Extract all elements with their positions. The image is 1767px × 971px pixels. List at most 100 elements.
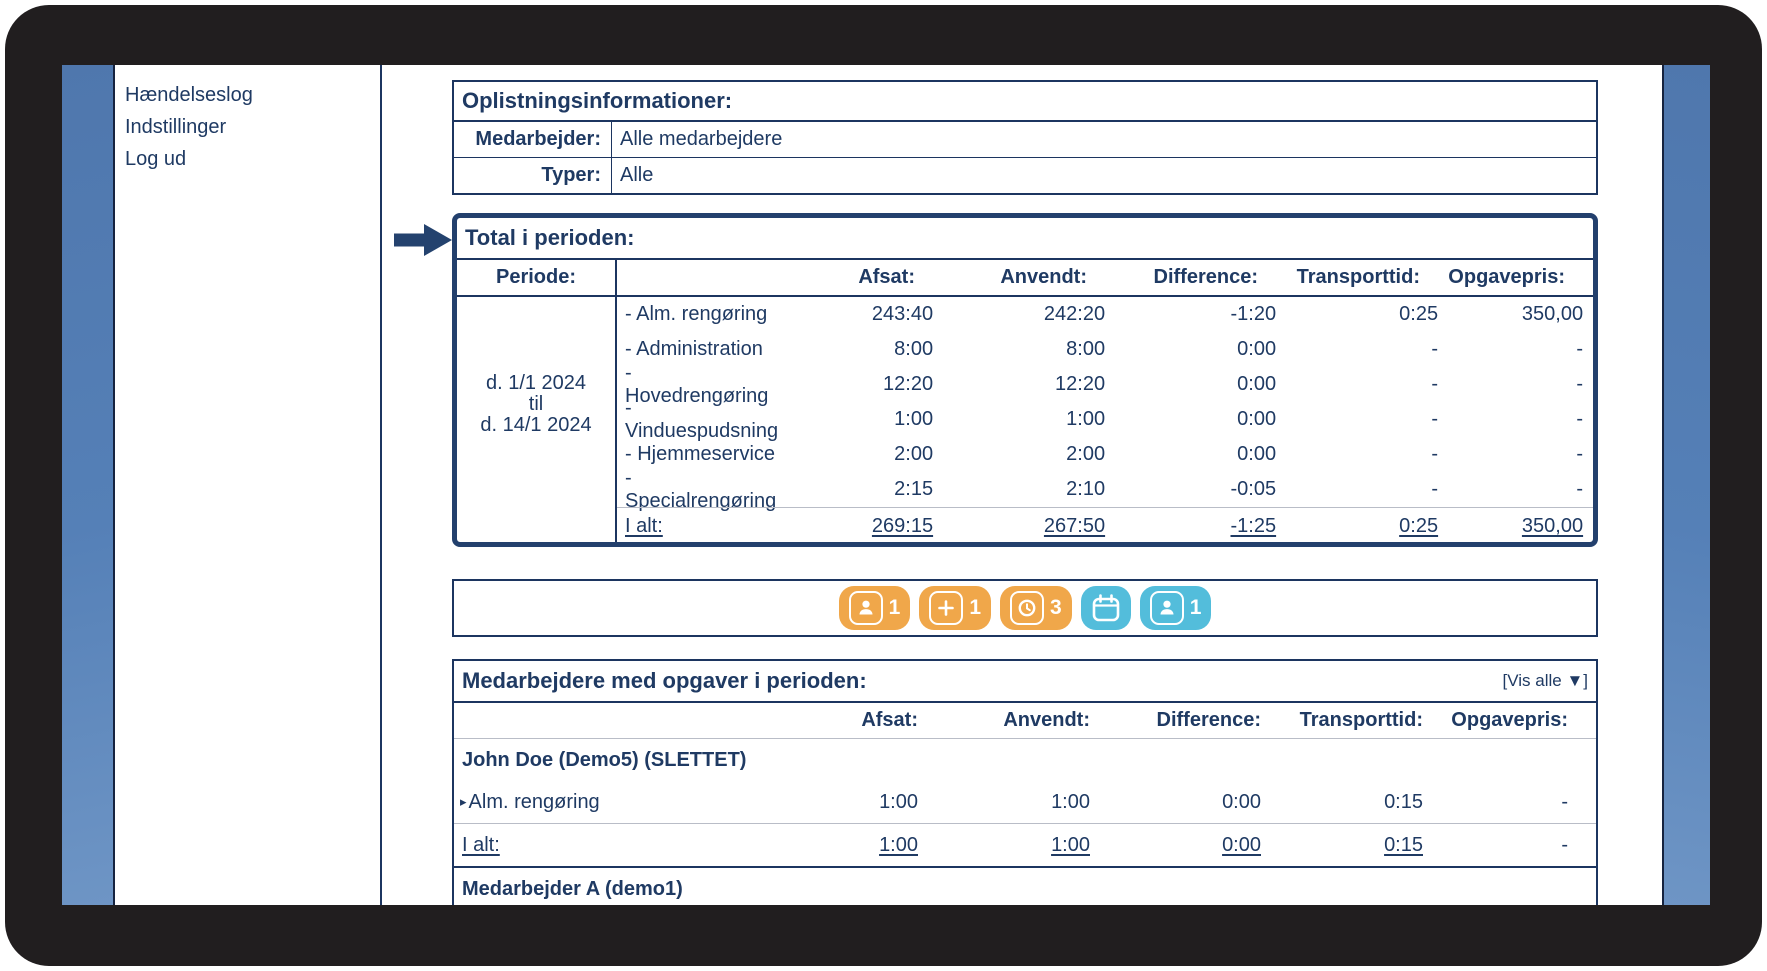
- transporttid-value: -: [1431, 408, 1439, 430]
- afsat-value: 8:00: [894, 338, 934, 360]
- period-table-header: Periode: Afsat: Anvendt: Difference: Tra…: [457, 260, 1593, 297]
- task-name: - Vinduespudsning: [625, 396, 779, 442]
- sidebar-item-indstillinger[interactable]: Indstillinger: [125, 116, 227, 138]
- person-badge-icon: [1149, 591, 1184, 625]
- employee-name: John Doe (Demo5) (SLETTET): [462, 748, 747, 771]
- period-til: til: [528, 393, 544, 415]
- badge-count: 3: [1050, 596, 1062, 619]
- task-name: - Administration: [625, 338, 763, 360]
- col-transporttid: Transporttid:: [1299, 709, 1423, 731]
- employee-count-badge[interactable]: 1: [838, 586, 911, 630]
- calendar-badge[interactable]: [1080, 586, 1131, 630]
- difference-value: 0:00: [1237, 443, 1277, 465]
- total-anvendt-link[interactable]: 1:00: [1051, 833, 1090, 856]
- opgavepris-value: -: [1576, 443, 1584, 465]
- sidebar: Hændelseslog Indstillinger Log ud: [115, 65, 380, 905]
- sidebar-item-log-ud[interactable]: Log ud: [125, 148, 187, 170]
- period-to: d. 14/1 2024: [480, 414, 592, 436]
- afsat-value: 1:00: [894, 408, 934, 430]
- task-name: - Hovedrengøring: [625, 361, 769, 407]
- employee-total-row: I alt: 1:00 1:00 0:00 0:15 -: [454, 823, 1596, 866]
- transporttid-value: 0:25: [1399, 303, 1439, 325]
- transporttid-value: -: [1431, 373, 1439, 395]
- employee-table-title: Medarbejdere med opgaver i perioden:: [462, 668, 867, 693]
- opgavepris-value: -: [1576, 478, 1584, 500]
- person-badge-icon: [848, 591, 883, 625]
- listing-info-table: Oplistningsinformationer: Medarbejder: A…: [452, 80, 1598, 195]
- anvendt-value: 242:20: [1043, 303, 1106, 325]
- difference-value: -0:05: [1230, 478, 1277, 500]
- clock-badge-icon: [1010, 591, 1044, 625]
- device-frame: Hændelseslog Indstillinger Log ud Oplist…: [5, 5, 1762, 966]
- transporttid-value: -: [1431, 443, 1439, 465]
- anvendt-value: 2:00: [1066, 443, 1106, 465]
- anvendt-value: 1:00: [1051, 790, 1090, 813]
- screen: Hændelseslog Indstillinger Log ud Oplist…: [62, 65, 1710, 905]
- difference-value: 0:00: [1237, 373, 1277, 395]
- employee-name-row: Medarbejder A (demo1): [454, 866, 1596, 905]
- added-count-badge[interactable]: 1: [919, 586, 991, 630]
- total-opgavepris-link[interactable]: 350,00: [1438, 507, 1584, 542]
- total-afsat-link[interactable]: 1:00: [879, 833, 918, 856]
- table-row: Medarbejder: Alle medarbejdere: [454, 122, 1596, 157]
- opgavepris-value: 350,00: [1521, 303, 1584, 325]
- anvendt-value: 12:20: [1055, 373, 1106, 395]
- col-anvendt: Anvendt:: [1003, 709, 1090, 731]
- right-accent-strip: [1662, 65, 1710, 905]
- medarbejder-label: Medarbejder:: [454, 122, 612, 157]
- transporttid-value: -: [1431, 338, 1439, 360]
- col-transporttid: Transporttid:: [1296, 266, 1420, 288]
- expand-icon[interactable]: ▸: [460, 794, 467, 809]
- period-table-body: d. 1/1 2024 til d. 14/1 2024 - Alm. reng…: [457, 297, 1593, 542]
- sidebar-item-haendelseslog[interactable]: Hændelseslog: [125, 84, 253, 106]
- employee-table-header: Medarbejdere med opgaver i perioden: [Vi…: [454, 661, 1596, 703]
- active-employee-badge[interactable]: 1: [1139, 586, 1212, 630]
- afsat-value: 2:00: [894, 443, 934, 465]
- col-pad: [1568, 703, 1596, 738]
- transporttid-value: 0:15: [1384, 790, 1423, 813]
- afsat-value: 1:00: [879, 790, 918, 813]
- typer-value: Alle: [620, 164, 654, 186]
- afsat-value: 2:15: [894, 478, 934, 500]
- total-link[interactable]: I alt:: [617, 507, 779, 542]
- medarbejder-value: Alle medarbejdere: [620, 128, 783, 150]
- col-pad: [1565, 260, 1593, 295]
- col-afsat: Afsat:: [858, 266, 915, 288]
- task-name: - Hjemmeservice: [625, 443, 776, 465]
- col-spacer: [454, 703, 763, 738]
- anvendt-value: 2:10: [1066, 478, 1106, 500]
- total-link[interactable]: I alt:: [462, 833, 500, 856]
- total-transporttid-link[interactable]: 0:25: [1276, 507, 1439, 542]
- col-difference: Difference:: [1156, 709, 1261, 731]
- col-opgavepris: Opgavepris:: [1448, 266, 1565, 288]
- time-count-badge[interactable]: 3: [1000, 586, 1072, 630]
- opgavepris-value: -: [1561, 790, 1568, 813]
- task-name: - Specialrengøring: [625, 466, 777, 512]
- total-difference-link[interactable]: -1:25: [1105, 507, 1277, 542]
- typer-label: Typer:: [454, 158, 612, 193]
- badge-bar: 1 1 3: [452, 579, 1598, 637]
- col-anvendt: Anvendt:: [1000, 266, 1087, 288]
- period-section: Total i perioden: Periode: Afsat: Anvend…: [382, 213, 1664, 547]
- badge-count: 1: [969, 596, 981, 619]
- total-afsat-link[interactable]: 269:15: [778, 507, 934, 542]
- total-anvendt-link[interactable]: 267:50: [933, 507, 1106, 542]
- vis-alle-dropdown[interactable]: [Vis alle ▼]: [1502, 671, 1589, 690]
- difference-value: 0:00: [1237, 408, 1277, 430]
- afsat-value: 243:40: [871, 303, 934, 325]
- employee-name-row: John Doe (Demo5) (SLETTET): [454, 739, 1596, 781]
- period-from: d. 1/1 2024: [485, 372, 587, 394]
- task-name[interactable]: ▸ Alm. rengøring: [460, 790, 600, 813]
- difference-value: 0:00: [1222, 790, 1261, 813]
- total-difference-link[interactable]: 0:00: [1222, 833, 1261, 856]
- total-transporttid-link[interactable]: 0:15: [1384, 833, 1423, 856]
- pointer-arrow-icon: [394, 224, 452, 256]
- difference-value: -1:20: [1230, 303, 1277, 325]
- employee-task-row: ▸ Alm. rengøring 1:00 1:00 0:00 0:15 -: [454, 781, 1596, 823]
- period-range: d. 1/1 2024 til d. 14/1 2024: [457, 297, 617, 542]
- sidebar-divider: [380, 65, 382, 905]
- badge-count: 1: [1189, 596, 1202, 619]
- badge-count: 1: [888, 596, 901, 619]
- calendar-badge-icon: [1090, 592, 1122, 624]
- col-difference: Difference:: [1153, 266, 1258, 288]
